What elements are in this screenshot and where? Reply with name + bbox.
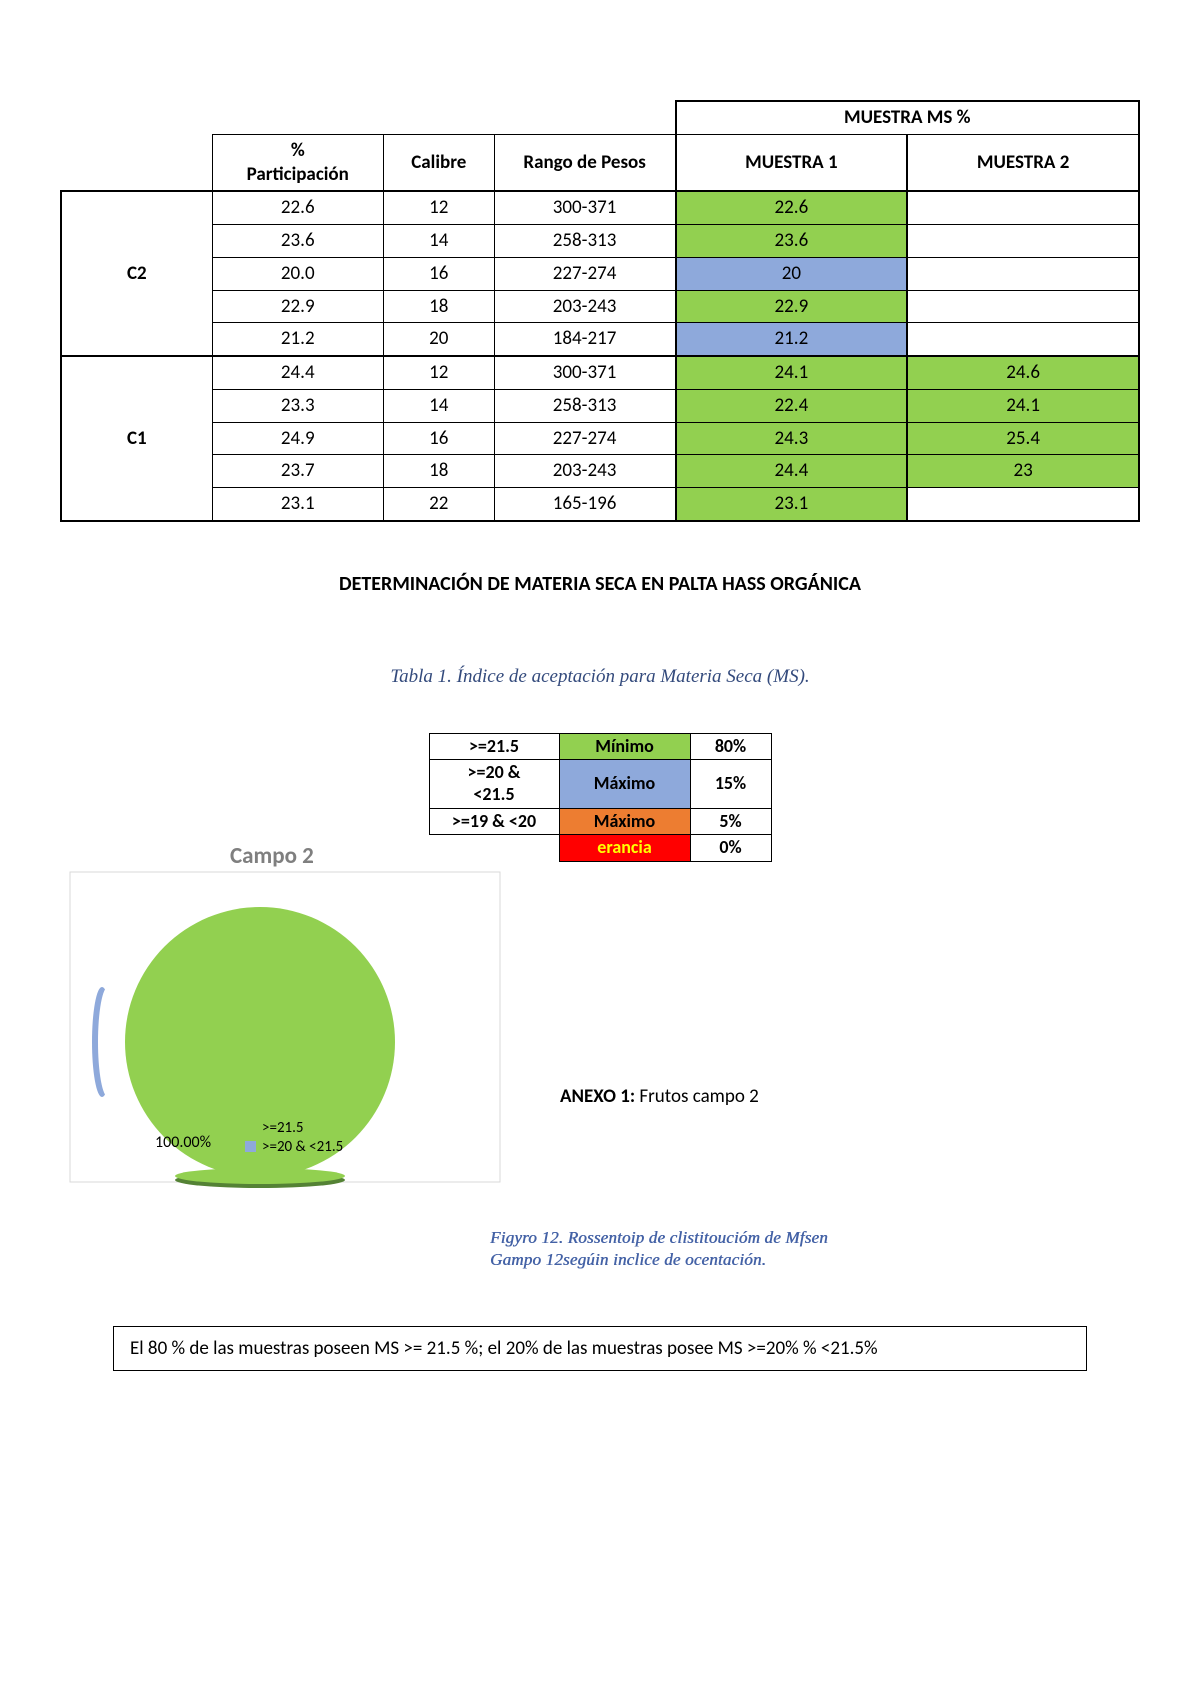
index-row: >=20 & <21.5Máximo15% xyxy=(429,760,771,808)
table-row: 23.122165-19623.1 xyxy=(61,488,1139,521)
table-row: 23.614258-31323.6 xyxy=(61,225,1139,258)
cell xyxy=(907,257,1139,290)
pie-chart-campo2: Campo 2 100.00% >=21.5>=20 & <21.5 xyxy=(60,832,510,1192)
table-row: C222.612300-37122.6 xyxy=(61,191,1139,224)
tabla1-caption: Tabla 1. Índice de aceptación para Mater… xyxy=(60,666,1140,688)
cell: 21.2 xyxy=(212,323,383,356)
index-pct: 80% xyxy=(690,733,771,760)
cell: 25.4 xyxy=(907,422,1139,455)
annex-label: ANEXO 1: Frutos campo 2 xyxy=(560,1085,759,1108)
cell: 24.9 xyxy=(212,422,383,455)
index-pct: 15% xyxy=(690,760,771,808)
cell: 23.6 xyxy=(676,225,908,258)
cell: 22.9 xyxy=(676,290,908,323)
index-pct: 5% xyxy=(690,808,771,835)
cell: 22 xyxy=(383,488,494,521)
col-m1: MUESTRA 1 xyxy=(676,134,908,191)
table-row: 23.314258-31322.424.1 xyxy=(61,389,1139,422)
index-range: >=20 & <21.5 xyxy=(429,760,559,808)
cell: 21.2 xyxy=(676,323,908,356)
cell xyxy=(907,290,1139,323)
table-row: 24.916227-27424.325.4 xyxy=(61,422,1139,455)
table-row: 22.918203-24322.9 xyxy=(61,290,1139,323)
cell: 23.1 xyxy=(676,488,908,521)
cell: 24.1 xyxy=(907,389,1139,422)
cell: 18 xyxy=(383,290,494,323)
figure-caption: Figyro 12. Rossentoip de clistitoucióm d… xyxy=(490,1227,1140,1271)
chart-title: Campo 2 xyxy=(230,842,314,870)
col-m2: MUESTRA 2 xyxy=(907,134,1139,191)
cell: 24.6 xyxy=(907,356,1139,389)
cell: 24.4 xyxy=(676,455,908,488)
super-header: MUESTRA MS % xyxy=(676,101,1139,134)
cell: 300-371 xyxy=(494,191,675,224)
cell: 184-217 xyxy=(494,323,675,356)
cell: 24.1 xyxy=(676,356,908,389)
cell: 16 xyxy=(383,257,494,290)
cell xyxy=(907,225,1139,258)
svg-text:>=21.5: >=21.5 xyxy=(262,1119,304,1137)
cell: 23.7 xyxy=(212,455,383,488)
cell xyxy=(907,191,1139,224)
cell: 20 xyxy=(676,257,908,290)
cell: 14 xyxy=(383,225,494,258)
cell: 22.9 xyxy=(212,290,383,323)
cell: 258-313 xyxy=(494,389,675,422)
summary-box: El 80 % de las muestras poseen MS >= 21.… xyxy=(113,1326,1087,1371)
cell: 165-196 xyxy=(494,488,675,521)
index-range: >=21.5 xyxy=(429,733,559,760)
svg-text:>=20 & <21.5: >=20 & <21.5 xyxy=(262,1138,343,1156)
col-pct: % Participación xyxy=(212,134,383,191)
cell: 258-313 xyxy=(494,225,675,258)
cell: 203-243 xyxy=(494,455,675,488)
col-rango: Rango de Pesos xyxy=(494,134,675,191)
group-label: C1 xyxy=(61,356,212,521)
cell: 23 xyxy=(907,455,1139,488)
index-label: Máximo xyxy=(559,760,690,808)
cell: 22.6 xyxy=(212,191,383,224)
section-title: DETERMINACIÓN DE MATERIA SECA EN PALTA H… xyxy=(60,572,1140,596)
cell xyxy=(907,488,1139,521)
svg-text:100.00%: 100.00% xyxy=(155,1133,211,1152)
cell: 22.6 xyxy=(676,191,908,224)
cell: 227-274 xyxy=(494,422,675,455)
cell: 20 xyxy=(383,323,494,356)
index-row: >=21.5Mínimo80% xyxy=(429,733,771,760)
cell: 14 xyxy=(383,389,494,422)
cell: 300-371 xyxy=(494,356,675,389)
cell xyxy=(907,323,1139,356)
cell: 23.3 xyxy=(212,389,383,422)
table-row: 21.220184-21721.2 xyxy=(61,323,1139,356)
cell: 24.4 xyxy=(212,356,383,389)
table-row: C124.412300-37124.124.6 xyxy=(61,356,1139,389)
cell: 23.6 xyxy=(212,225,383,258)
cell: 203-243 xyxy=(494,290,675,323)
cell: 20.0 xyxy=(212,257,383,290)
cell: 24.3 xyxy=(676,422,908,455)
index-row: >=19 & <20Máximo5% xyxy=(429,808,771,835)
index-label: Máximo xyxy=(559,808,690,835)
table-row: 20.016227-27420 xyxy=(61,257,1139,290)
cell: 18 xyxy=(383,455,494,488)
cell: 23.1 xyxy=(212,488,383,521)
index-label: Mínimo xyxy=(559,733,690,760)
cell: 12 xyxy=(383,356,494,389)
col-cal: Calibre xyxy=(383,134,494,191)
cell: 16 xyxy=(383,422,494,455)
cell: 22.4 xyxy=(676,389,908,422)
table-row: 23.718203-24324.423 xyxy=(61,455,1139,488)
main-data-table: MUESTRA MS % % Participación Calibre Ran… xyxy=(60,100,1140,522)
group-label: C2 xyxy=(61,191,212,356)
cell: 227-274 xyxy=(494,257,675,290)
cell: 12 xyxy=(383,191,494,224)
index-range: >=19 & <20 xyxy=(429,808,559,835)
